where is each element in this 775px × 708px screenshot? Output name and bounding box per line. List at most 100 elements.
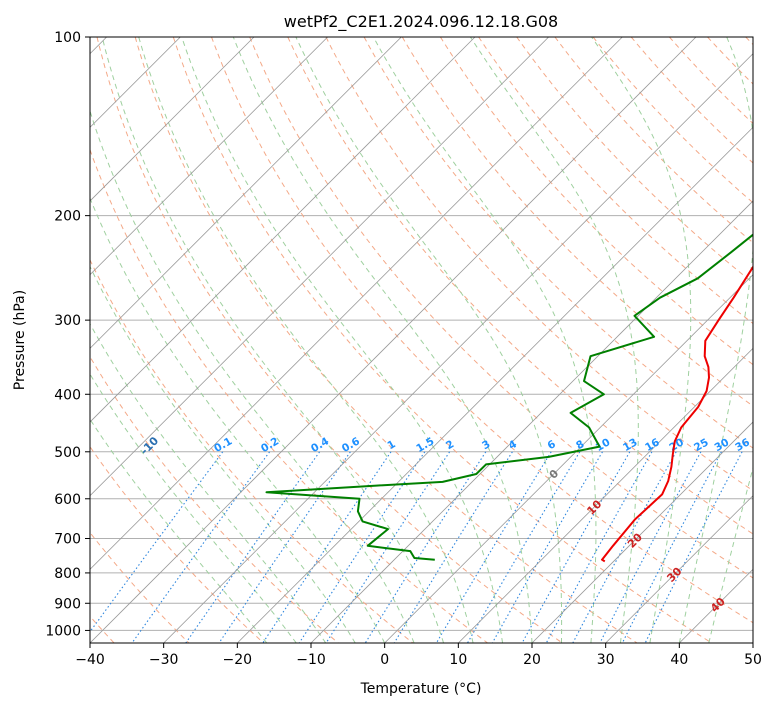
x-tick-label: −40 [75,652,105,668]
moist-adiabat-line [90,418,268,643]
dry-adiabat-line [630,37,753,164]
isotherm-line [90,37,402,349]
x-tick-label: 50 [744,652,762,668]
x-tick-label: −30 [149,652,179,668]
y-tick-label: 800 [54,566,81,582]
moist-adiabat-line [372,37,597,643]
dry-adiabat-line [516,37,753,284]
x-tick-label: −20 [223,652,253,668]
x-tick-label: 20 [523,652,541,668]
isotherm-line [90,37,623,570]
dry-adiabat-line [172,37,712,643]
chart-title: wetPf2_C2E1.2024.096.12.18.G08 [284,12,558,32]
plot-frame [89,36,754,644]
mixing-ratio-line-0.6 [218,451,351,643]
mixing-ratio-label-4: 4 [507,438,519,452]
isotherm-line [237,126,753,643]
dry-adiabat-line [478,37,753,325]
isotherms [90,37,753,643]
x-axis-ticks: −40 −30 −20 −10 0 10 20 30 40 50 [75,643,762,668]
dry-adiabat-line [90,258,414,643]
y-tick-label: 500 [54,445,81,461]
moist-adiabat-line [678,37,753,643]
dry-adiabat-line [363,37,753,449]
y-tick-label: 900 [54,596,81,612]
mixing-ratio-line-1 [262,451,392,643]
dry-adiabat-line [90,445,264,643]
moist-adiabat-line [181,37,503,643]
y-axis-ticks: 100 200 300 400 500 600 700 800 900 1000 [45,30,90,639]
x-tick-label: 40 [670,652,688,668]
mixing-ratio-line-20 [572,451,677,643]
moist-adiabat-line [101,37,445,643]
mixing-ratio-line-4 [393,451,513,643]
dry-adiabats [90,37,753,643]
dry-adiabat-line [90,355,339,643]
y-tick-label: 600 [54,492,81,508]
y-tick-label: 100 [54,30,81,46]
y-tick-label: 1000 [45,623,81,639]
mixing-ratio-line-0.4 [185,451,321,643]
isotherm-line [605,495,753,643]
dry-adiabat-line [96,37,563,643]
moist-adiabat-line [90,197,386,643]
x-axis-label: Temperature (°C) [360,681,482,697]
mixing-ratio-label-1: 1 [385,438,397,452]
isotherm-label: 40 [708,595,728,615]
isotherm-line [384,274,753,643]
reference-line-labels: 0.10.20.40.611.52346810131620253036-100-… [138,434,752,615]
isotherm-line [679,568,753,643]
isotherm-line [310,200,753,643]
mixing-ratio-lines [90,451,743,643]
dry-adiabat-line [439,37,753,366]
mixing-ratio-line-6 [435,451,552,643]
moist-adiabat-line [469,37,639,643]
isotherm-line [458,347,753,643]
mixing-ratio-line-8 [467,451,581,643]
plot-area: 0.10.20.40.611.52346810131620253036-100-… [90,37,753,643]
dry-adiabat-line [592,37,753,204]
moist-adiabat-line [90,265,356,643]
isotherm-line [531,421,753,643]
isotherm-line [752,642,753,643]
mixing-ratio-line-1.5 [298,451,426,643]
profile-series [265,233,753,563]
mixing-ratio-line-0.1 [90,451,224,633]
y-tick-label: 700 [54,532,81,548]
moist-adiabat-line [295,37,563,643]
isotherm-line [90,37,328,276]
moist-adiabat-line [232,37,533,643]
isotherm-line [90,37,476,423]
mixing-ratio-line-30 [621,451,722,643]
isotherm-line [163,53,753,643]
moist-adiabats [90,37,753,643]
y-axis-label: Pressure (hPa) [12,290,28,390]
mixing-ratio-label-6: 6 [546,438,558,452]
isotherm-line [90,37,549,497]
mixing-ratio-line-25 [599,451,702,643]
isotherm-label: 30 [664,565,684,585]
dry-adiabat-line [669,37,753,125]
x-tick-label: −10 [296,652,326,668]
dry-adiabat-label: -10 [138,434,161,457]
y-tick-label: 300 [54,313,81,329]
mixing-ratio-line-13 [521,451,631,643]
moist-adiabat-line [90,322,327,643]
dry-adiabat-line [90,148,488,643]
y-tick-label: 400 [54,387,81,403]
dry-adiabat-line [249,37,753,579]
moist-adiabat-line [90,109,415,643]
isotherm-line [90,37,255,202]
moist-adiabat-line [90,373,297,643]
dry-adiabat-line [90,531,190,643]
isotherm-line [90,37,697,643]
dry-adiabat-line [134,37,638,643]
moist-adiabat-line [708,465,753,643]
dry-adiabat-line [401,37,753,407]
y-tick-label: 200 [54,209,81,225]
isotherm-label: 20 [625,530,645,550]
mixing-ratio-label-3: 3 [480,438,492,452]
x-tick-label: 10 [449,652,467,668]
dry-adiabat-line [745,37,753,46]
